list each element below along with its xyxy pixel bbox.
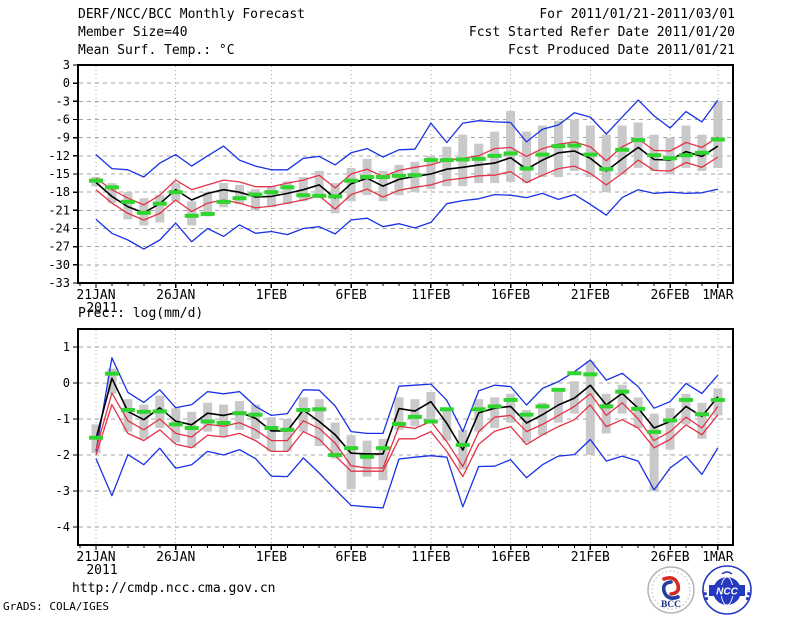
svg-text:26FEB: 26FEB <box>650 550 689 565</box>
series-ensemble-mean <box>95 377 719 455</box>
series-envelope-max <box>95 357 719 452</box>
svg-text:-2: -2 <box>56 448 70 462</box>
svg-text:3: 3 <box>63 58 70 72</box>
svg-text:-1: -1 <box>56 412 70 426</box>
svg-text:21FEB: 21FEB <box>571 550 610 565</box>
ncc-band <box>709 585 745 596</box>
series-envelope-min <box>95 188 719 250</box>
footer-logos: BCC NCC <box>647 565 752 615</box>
series-upper-percentile <box>95 392 719 469</box>
forecast-period-label: For 2011/01/21-2011/03/01 <box>539 7 735 22</box>
chart-frame <box>77 64 734 284</box>
series-green-dash-marks <box>89 137 725 218</box>
svg-text:21JAN: 21JAN <box>76 288 115 303</box>
series-green-dash-marks <box>89 371 725 459</box>
bcc-logo: BCC <box>647 566 695 614</box>
ncc-top-ornament <box>721 571 733 575</box>
svg-text:6FEB: 6FEB <box>335 550 366 565</box>
svg-text:11FEB: 11FEB <box>411 288 450 303</box>
svg-text:11FEB: 11FEB <box>411 550 450 565</box>
svg-text:1MAR: 1MAR <box>702 550 733 565</box>
svg-text:16FEB: 16FEB <box>491 550 530 565</box>
bcc-logo-text-ring <box>651 570 691 610</box>
svg-text:-12: -12 <box>48 149 70 163</box>
svg-text:-27: -27 <box>48 240 70 254</box>
svg-text:-21: -21 <box>48 203 70 217</box>
svg-text:0: 0 <box>63 376 70 390</box>
svg-text:1FEB: 1FEB <box>256 550 287 565</box>
svg-text:-15: -15 <box>48 167 70 181</box>
temp-chart-title: Mean Surf. Temp.: °C <box>78 43 235 58</box>
ncc-wreath-right <box>745 589 751 601</box>
chart-frame <box>77 328 734 546</box>
series-envelope-max <box>95 99 719 178</box>
member-size-label: Member Size=40 <box>78 25 188 40</box>
series-ensemble-mean <box>95 145 719 214</box>
svg-text:2011: 2011 <box>86 563 117 578</box>
ncc-logo-label: NCC <box>716 587 738 598</box>
svg-text:-3: -3 <box>56 94 70 108</box>
prec-chart-title: Prec.: log(mm/d) <box>78 306 204 321</box>
series-lower-percentile <box>95 156 719 221</box>
series-envelope-min <box>95 438 719 509</box>
bcc-logo-label: BCC <box>661 600 681 610</box>
bcc-swirl-red <box>662 576 681 596</box>
bcc-logo-ring <box>647 566 695 614</box>
svg-text:-24: -24 <box>48 222 70 236</box>
svg-text:21JAN: 21JAN <box>76 550 115 565</box>
svg-text:-9: -9 <box>56 131 70 145</box>
source-url: http://cmdp.ncc.cma.gov.cn <box>72 581 276 596</box>
ncc-wreath-left <box>703 589 709 601</box>
svg-text:1FEB: 1FEB <box>256 288 287 303</box>
svg-text:26JAN: 26JAN <box>156 550 195 565</box>
svg-text:1: 1 <box>63 340 70 354</box>
svg-text:-3: -3 <box>56 484 70 498</box>
refer-date-label: Fcst Started Refer Date 2011/01/20 <box>468 25 735 40</box>
svg-text:-4: -4 <box>56 520 70 534</box>
svg-text:26JAN: 26JAN <box>156 288 195 303</box>
svg-text:-30: -30 <box>48 258 70 272</box>
svg-text:-33: -33 <box>48 276 70 290</box>
svg-text:26FEB: 26FEB <box>650 288 689 303</box>
plot-title: DERF/NCC/BCC Monthly Forecast <box>78 7 305 22</box>
svg-text:16FEB: 16FEB <box>491 288 530 303</box>
grid-lines <box>79 330 732 544</box>
series-lower-percentile <box>95 403 719 478</box>
svg-text:2011: 2011 <box>86 301 117 316</box>
bcc-swirl-blue <box>661 580 680 600</box>
svg-text:0: 0 <box>63 76 70 90</box>
ncc-logo: NCC <box>702 565 752 615</box>
svg-text:1MAR: 1MAR <box>702 288 733 303</box>
svg-text:6FEB: 6FEB <box>335 288 366 303</box>
svg-text:-6: -6 <box>56 113 70 127</box>
svg-text:21FEB: 21FEB <box>571 288 610 303</box>
temperature-meteogram: 3 0 -3 -6 -9 -12 -15 -18 -21 -24 -27 -30 -33 21JAN201… <box>48 58 734 316</box>
produced-date-label: Fcst Produced Date 2011/01/21 <box>508 43 735 58</box>
grads-credit: GrADS: COLA/IGES <box>3 600 109 613</box>
svg-text:-18: -18 <box>48 185 70 199</box>
axis-labels: 3 0 -3 -6 -9 -12 -15 -18 -21 -24 -27 -30 -33 21JAN201… <box>48 58 733 316</box>
series-upper-percentile <box>95 136 719 206</box>
